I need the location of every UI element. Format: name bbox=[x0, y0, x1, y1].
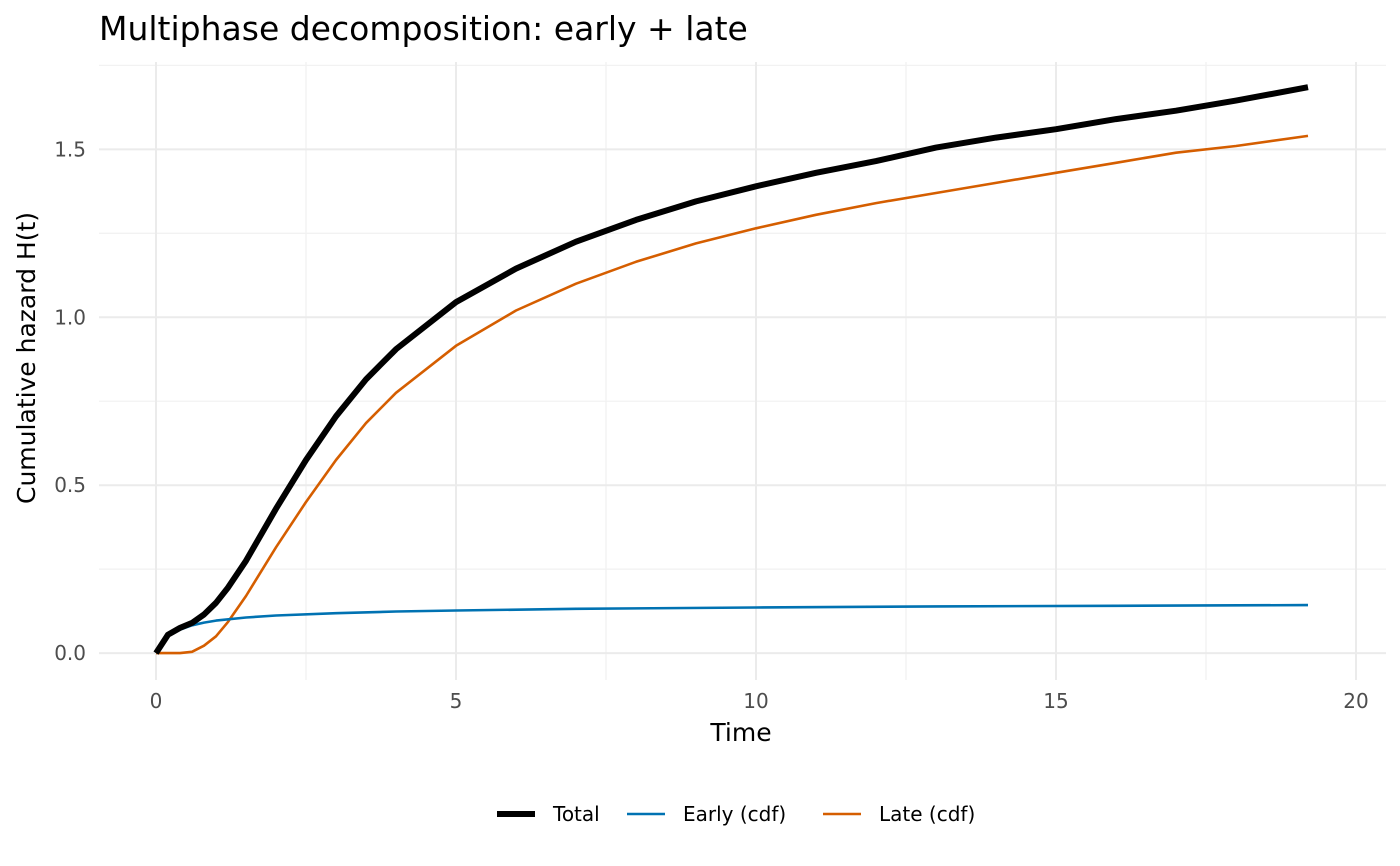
plot-lines bbox=[153, 84, 1309, 655]
series-line-late-cdf bbox=[156, 134, 1309, 655]
x-tick-label: 20 bbox=[1343, 689, 1368, 713]
legend-label: Late (cdf) bbox=[879, 802, 975, 826]
legend-label: Total bbox=[552, 802, 600, 826]
y-tick-label: 0.5 bbox=[54, 473, 86, 497]
series-line-early-cdf bbox=[154, 603, 1309, 654]
y-axis-title: Cumulative hazard H(t) bbox=[12, 212, 41, 504]
x-tick-label: 0 bbox=[150, 689, 163, 713]
x-tick-label: 15 bbox=[1043, 689, 1068, 713]
x-axis-title: Time bbox=[709, 718, 771, 747]
y-tick-label: 0.0 bbox=[54, 641, 86, 665]
legend: Total Early (cdf) Late (cdf) bbox=[497, 802, 975, 826]
x-tick-label: 10 bbox=[743, 689, 768, 713]
y-tick-label: 1.0 bbox=[54, 305, 86, 329]
series-line-total bbox=[153, 84, 1309, 655]
legend-label: Early (cdf) bbox=[683, 802, 786, 826]
axis-ticks: 0 5 10 15 20 0.0 0.5 1.0 1.5 bbox=[54, 137, 1369, 713]
y-tick-label: 1.5 bbox=[54, 137, 86, 161]
x-tick-label: 5 bbox=[450, 689, 463, 713]
chart-title: Multiphase decomposition: early + late bbox=[99, 9, 748, 48]
grid bbox=[99, 62, 1386, 680]
